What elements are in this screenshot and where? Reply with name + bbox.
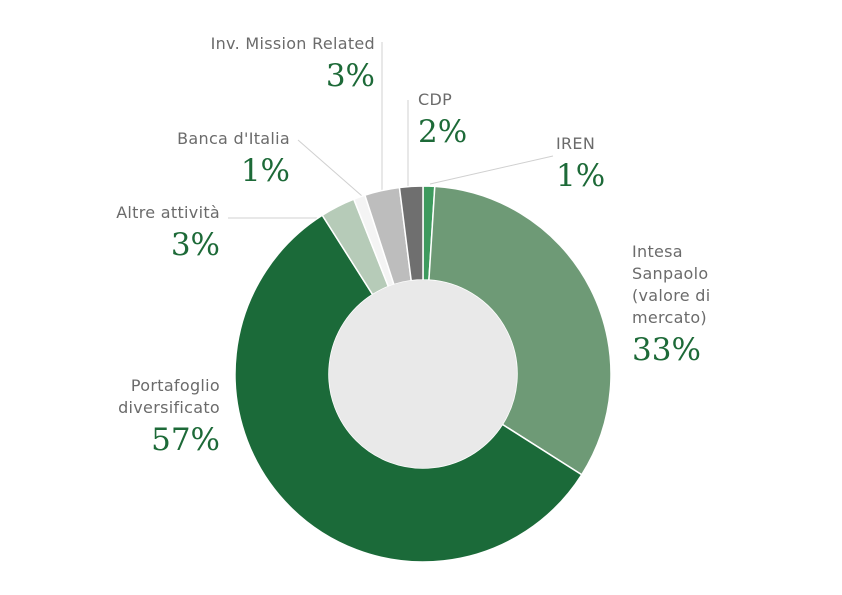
segment-label: IREN 1% bbox=[556, 133, 616, 195]
segment-label: Altre attività 3% bbox=[60, 202, 220, 264]
percent-label: 1% bbox=[240, 153, 290, 189]
segment-label: Portafoglio diversificato 57% bbox=[90, 375, 220, 459]
category-name: Intesa Sanpaolo (valore di mercato) bbox=[632, 242, 711, 327]
percent-label: 1% bbox=[556, 158, 606, 194]
category-name: Banca d'Italia bbox=[177, 129, 290, 148]
segment-label: Banca d'Italia 1% bbox=[120, 128, 290, 190]
percent-label: 33% bbox=[632, 332, 701, 368]
donut-hole bbox=[329, 280, 517, 468]
leader-line bbox=[429, 155, 554, 185]
leader-line bbox=[297, 139, 363, 197]
percent-label: 3% bbox=[325, 58, 375, 94]
category-name: Inv. Mission Related bbox=[210, 34, 375, 53]
segment-label: CDP 2% bbox=[418, 89, 498, 151]
category-name: Altre attività bbox=[116, 203, 220, 222]
category-name: CDP bbox=[418, 90, 453, 109]
category-name: IREN bbox=[556, 134, 596, 153]
segment-label: Intesa Sanpaolo (valore di mercato) 33% bbox=[632, 241, 742, 369]
segment-label: Inv. Mission Related 3% bbox=[150, 33, 375, 95]
percent-label: 57% bbox=[151, 422, 220, 458]
category-name: Portafoglio diversificato bbox=[118, 376, 220, 417]
percent-label: 2% bbox=[418, 114, 468, 150]
percent-label: 3% bbox=[170, 227, 220, 263]
donut-segment bbox=[428, 185, 612, 476]
